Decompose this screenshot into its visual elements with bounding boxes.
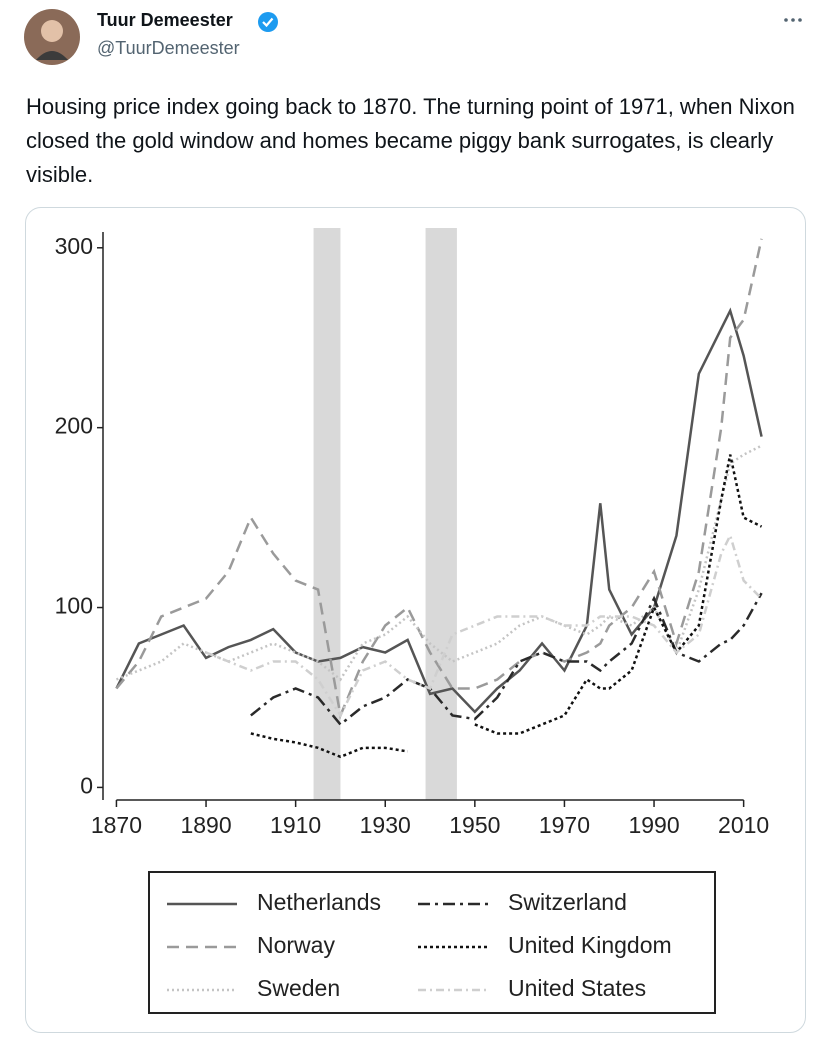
legend-label: Sweden: [257, 975, 340, 1001]
legend-box: [148, 871, 716, 1014]
series-line: [250, 592, 763, 727]
author-handle[interactable]: @TuurDemeester: [97, 38, 240, 58]
avatar-body: [36, 51, 68, 60]
verified-check: [262, 17, 274, 28]
tweet-text: Housing price index going back to 1870. …: [26, 94, 795, 187]
y-tick-label: 300: [55, 233, 93, 259]
series-line: [115, 444, 763, 682]
legend-label: Netherlands: [257, 889, 381, 915]
legend-label: Norway: [257, 932, 335, 958]
y-tick-label: 200: [55, 413, 93, 439]
author-name[interactable]: Tuur Demeester: [97, 10, 233, 30]
x-tick-label: 1890: [180, 812, 231, 838]
x-tick-label: 1950: [449, 812, 500, 838]
x-tick-label: 1930: [360, 812, 411, 838]
x-tick-label: 1870: [91, 812, 142, 838]
x-tick-label: 1990: [628, 812, 679, 838]
legend-label: United Kingdom: [508, 932, 672, 958]
media-card[interactable]: [25, 207, 806, 1033]
series-line: [115, 238, 763, 720]
legend-label: Switzerland: [508, 889, 627, 915]
verified-badge: [258, 12, 278, 32]
x-tick-label: 1910: [270, 812, 321, 838]
y-tick-label: 0: [80, 772, 93, 798]
shaded-span: [313, 228, 341, 800]
shaded-span: [425, 228, 457, 800]
avatar-face: [41, 20, 63, 42]
series-line: [115, 307, 763, 714]
more-dot[interactable]: [798, 18, 802, 22]
series-line: [205, 532, 763, 719]
series-line: [250, 454, 763, 759]
y-tick-label: 100: [55, 593, 93, 619]
x-tick-label: 1970: [539, 812, 590, 838]
more-dot[interactable]: [784, 18, 788, 22]
more-dot[interactable]: [791, 18, 795, 22]
x-tick-label: 2010: [718, 812, 769, 838]
legend-label: United States: [508, 975, 646, 1001]
